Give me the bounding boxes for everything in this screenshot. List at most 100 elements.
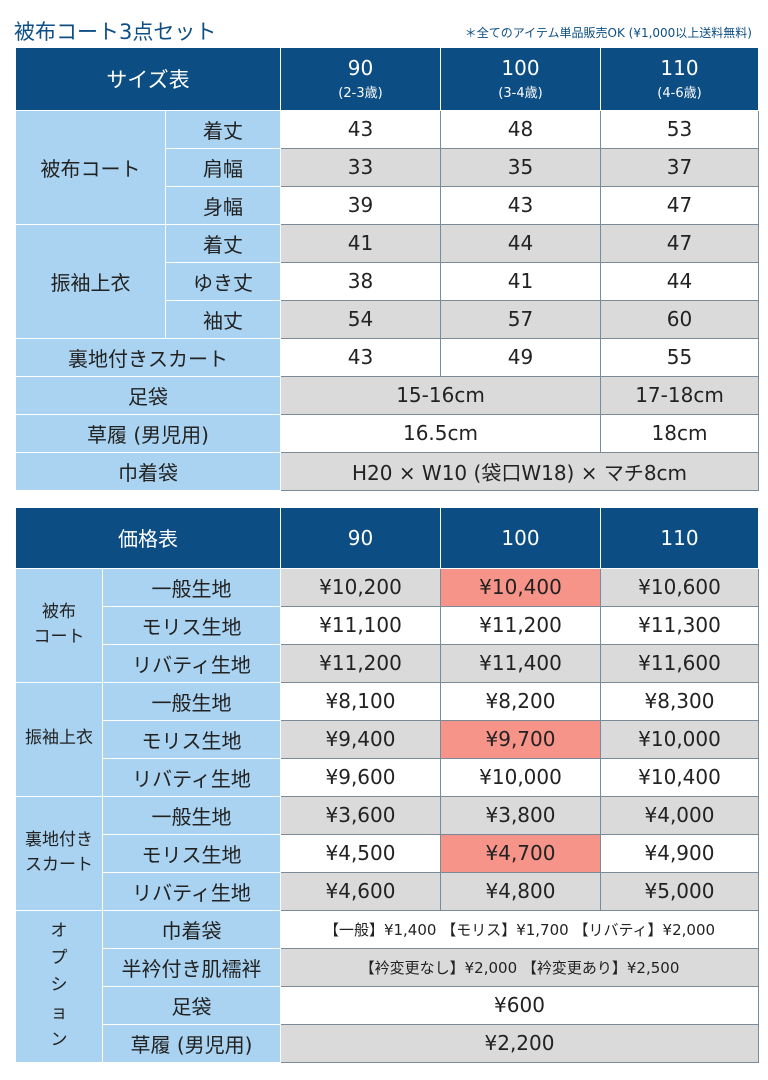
table-cell: ¥11,200 — [280, 643, 441, 683]
table-cell: ¥4,000 — [600, 795, 759, 835]
table-cell: 47 — [600, 185, 759, 225]
cell-text: シ — [50, 975, 68, 996]
row-label: 草履 (男児用) — [102, 1023, 281, 1063]
row-label: 着丈 — [165, 109, 281, 149]
table-cell: ¥8,100 — [280, 681, 441, 721]
table-cell: 100 — [440, 508, 601, 569]
table-cell: ¥4,900 — [600, 833, 759, 873]
row-label: 足袋 — [15, 375, 281, 415]
table-cell: ¥11,200 — [440, 605, 601, 645]
table-cell: ¥11,400 — [440, 643, 601, 683]
cell-text: 裏地付き — [25, 829, 93, 850]
table-cell: ¥3,800 — [440, 795, 601, 835]
table-cell: ¥9,600 — [280, 757, 441, 797]
table-cell: 41 — [280, 223, 441, 263]
row-label: リバティ生地 — [102, 871, 281, 911]
table-cell: 90 — [280, 508, 441, 569]
table-cell: 【衿変更なし】¥2,000 【衿変更あり】¥2,500 — [280, 947, 759, 987]
table-row: 振袖上衣 着丈 41 44 47 — [15, 223, 759, 339]
table-cell: 60 — [600, 299, 759, 339]
size-col-90: 90 (2-3歳) — [280, 48, 441, 111]
table-cell: 43 — [440, 185, 601, 225]
table-cell: ¥10,000 — [440, 757, 601, 797]
cell-text: スカート — [25, 855, 93, 875]
cell-text: コート — [33, 627, 85, 647]
cell-text: オ — [50, 921, 68, 942]
price-table: 価格表 90 100 110 被布 コート 一般生地 ¥10,200 ¥10,400 ¥10,6… — [15, 508, 759, 1063]
group-label: 振袖上衣 — [15, 223, 166, 339]
table-row: 草履 (男児用) ¥2,200 — [16, 1023, 759, 1063]
table-row: 草履 (男児用) 16.5cm 18cm — [15, 413, 759, 453]
table-cell: 44 — [440, 223, 601, 263]
table-row: 身幅 39 43 47 — [16, 185, 759, 225]
group-label: 被布コート — [15, 567, 103, 683]
cell-text: 100 — [501, 56, 540, 81]
table-row: 足袋 ¥600 — [16, 985, 759, 1025]
cell-text: 価格表 90 100 110 — [15, 508, 759, 569]
table-cell: ¥10,000 — [600, 719, 759, 759]
table-row: 振袖上衣 一般生地 ¥8,100 ¥8,200 ¥8,300 — [15, 681, 759, 797]
row-label: 裏地付きスカート — [15, 337, 281, 377]
table-row: リバティ生地 ¥11,200 ¥11,400 ¥11,600 — [16, 643, 759, 683]
table-row: 袖丈 54 57 60 — [16, 299, 759, 339]
table-cell: ¥4,800 — [440, 871, 601, 911]
table-cell: ¥8,300 — [600, 681, 759, 721]
group-label: 被布コート — [15, 109, 166, 225]
table-cell: ¥600 — [280, 985, 759, 1025]
cell-text: ョ — [50, 1002, 68, 1023]
size-col-110: 110 (4-6歳) — [600, 48, 759, 111]
table-cell: 54 — [280, 299, 441, 339]
table-row: 被布コート 着丈 43 48 53 — [15, 109, 759, 225]
row-label: 袖丈 — [165, 299, 281, 339]
table-cell: 110 — [600, 508, 759, 569]
table-cell: ¥8,200 — [440, 681, 601, 721]
table-cell: ¥11,300 — [600, 605, 759, 645]
price-table-header: 価格表 — [15, 508, 281, 569]
table-row: 裏地付き スカート 一般生地 ¥3,600 ¥3,800 ¥4,000 — [15, 795, 759, 911]
cell-text: 110 — [660, 56, 699, 81]
row-label: 身幅 — [165, 185, 281, 225]
table-cell: 44 — [600, 261, 759, 301]
table-cell: 41 — [440, 261, 601, 301]
table-cell: ¥10,200 — [280, 567, 441, 607]
page-title: 被布コート3点セット — [14, 20, 217, 44]
row-label: 着丈 — [165, 223, 281, 263]
table-cell: 17-18cm — [600, 375, 759, 415]
row-label: 草履 (男児用) — [15, 413, 281, 453]
row-label: 半衿付き肌襦袢 — [102, 947, 281, 987]
table-row: 足袋 15-16cm 17-18cm — [15, 375, 759, 415]
table-row: モリス生地 ¥9,400 ¥9,700 ¥10,000 — [16, 719, 759, 759]
table-cell: 48 — [440, 109, 601, 149]
table-cell: ¥9,700 — [440, 719, 601, 759]
table-cell: ¥5,000 — [600, 871, 759, 911]
table-row: モリス生地 ¥11,100 ¥11,200 ¥11,300 — [16, 605, 759, 645]
table-cell: ¥11,100 — [280, 605, 441, 645]
row-label: 一般生地 — [102, 681, 281, 721]
table-cell: H20 × W10 (袋口W18) × マチ8cm — [280, 451, 759, 491]
cell-text: 被布 — [42, 601, 76, 622]
row-label: 一般生地 — [102, 567, 281, 607]
table-cell: 53 — [600, 109, 759, 149]
table-cell: 57 — [440, 299, 601, 339]
cell-text: (2-3歳) — [338, 86, 383, 102]
table-row: ゆき丈 38 41 44 — [16, 261, 759, 301]
table-cell: 39 — [280, 185, 441, 225]
table-row: 肩幅 33 35 37 — [16, 147, 759, 187]
table-row: 裏地付きスカート 43 49 55 — [15, 337, 759, 377]
cell-text: プ — [50, 948, 68, 969]
shipping-note: ＊全てのアイテム単品販売OK (¥1,000以上送料無料) — [464, 26, 752, 40]
cell-text: 90 — [347, 56, 374, 81]
group-label: オプション — [15, 909, 103, 1063]
table-row: リバティ生地 ¥9,600 ¥10,000 ¥10,400 — [16, 757, 759, 797]
row-label: 巾着袋 — [15, 451, 281, 491]
table-cell: ¥10,400 — [440, 567, 601, 607]
table-cell: 【一般】¥1,400 【モリス】¥1,700 【リバティ】¥2,000 — [280, 909, 759, 949]
size-col-100: 100 (3-4歳) — [440, 48, 601, 111]
cell-text: サイズ表 90 (2-3歳) 100 (3-4歳) 110 (4-6歳) — [15, 48, 759, 111]
table-cell: 38 — [280, 261, 441, 301]
size-table: サイズ表 90 (2-3歳) 100 (3-4歳) 110 (4-6歳) 被布コート着… — [15, 48, 759, 491]
table-cell: ¥9,400 — [280, 719, 441, 759]
table-cell: 55 — [600, 337, 759, 377]
cell-text: (3-4歳) — [498, 86, 543, 102]
table-cell: ¥2,200 — [280, 1023, 759, 1063]
